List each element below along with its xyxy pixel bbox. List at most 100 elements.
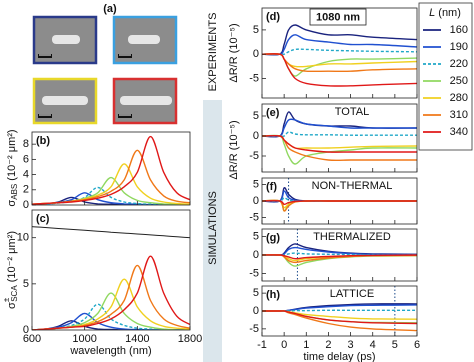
series-line [262, 53, 417, 77]
series-line [32, 226, 190, 239]
plot-area [262, 111, 417, 165]
section-label: EXPERIMENTS [207, 13, 219, 92]
y-tick-label: 0 [253, 195, 259, 207]
y-tick-label: -5 [249, 150, 259, 162]
plot-area [262, 286, 417, 336]
plot-area [262, 178, 417, 224]
y-tick-label: 5 [253, 24, 259, 36]
plot-area [32, 135, 190, 205]
frame [31, 209, 191, 331]
x-tick-label: 0 [281, 339, 287, 351]
frame [31, 131, 191, 206]
legend: L (nm) [418, 2, 473, 151]
x-tick-label: 4 [370, 339, 376, 351]
panel-label: (h) [266, 289, 280, 301]
series-line [262, 48, 417, 56]
y-axis-label: ΔR/R (10⁻⁵) [228, 120, 240, 179]
y-tick-label: 0 [253, 48, 259, 60]
series-line [262, 254, 417, 260]
plot-area [32, 226, 190, 330]
y-tick-label: -5 [249, 72, 259, 84]
y-tick-label: 5 [253, 110, 259, 122]
panel-title: THERMALIZED [313, 231, 391, 243]
y-axis-label-part: ± [2, 297, 11, 302]
y-axis-label-part: SCA [10, 285, 19, 302]
x-tick-label: 1800 [178, 333, 202, 345]
frame [261, 285, 418, 337]
legend-label: 340 [450, 126, 468, 138]
y-axis-label: ΔR/R (10⁻⁵) [228, 23, 240, 82]
y-tick-label: 2 [23, 184, 29, 196]
legend-label: 220 [450, 58, 468, 70]
y-axis-label-part: (10⁻² μm²) [6, 231, 18, 285]
legend-label: 160 [450, 24, 468, 36]
legend-label: 280 [450, 92, 468, 104]
simulation-strip [203, 100, 222, 362]
series-line [262, 131, 417, 138]
legend-title: L (nm) [429, 7, 461, 19]
series-line [262, 53, 417, 87]
series-line [262, 190, 417, 203]
sem-images [32, 15, 178, 125]
x-tick-label: 6 [414, 339, 420, 351]
y-tick-label: 10 [17, 232, 29, 244]
y-tick-label: 5 [23, 278, 29, 290]
series-line [262, 200, 417, 206]
series-line [32, 278, 190, 330]
x-tick-label: 600 [23, 333, 41, 345]
series-line [262, 34, 417, 56]
x-tick-label: -1 [257, 339, 267, 351]
legend-label: 190 [450, 41, 468, 53]
panel-label: (g) [266, 232, 280, 244]
panel-label: (e) [266, 107, 280, 119]
series-line [32, 312, 190, 330]
frame [261, 7, 418, 99]
y-tick-label: 5 [253, 178, 259, 190]
series-line [262, 310, 417, 325]
y-axis-label: σABS (10⁻² μm²) [6, 129, 19, 206]
y-tick-label: 5 [253, 287, 259, 299]
panel-label: (f) [266, 181, 277, 193]
panel-title: LATTICE [330, 288, 374, 300]
series-line [32, 320, 190, 330]
y-tick-label: -5 [249, 323, 259, 335]
frame [261, 228, 418, 282]
y-axis-label-part: σ [6, 200, 18, 207]
series-line [262, 310, 417, 320]
y-tick-label: 0 [253, 249, 259, 261]
y-tick-label: 0 [253, 130, 259, 142]
y-tick-label: 5 [253, 230, 259, 242]
frame [261, 177, 418, 225]
y-tick-label: -5 [249, 267, 259, 279]
y-axis-label-part: ABS [10, 184, 19, 200]
annotation: 1080 nm [316, 11, 360, 23]
annotation-box [309, 8, 367, 26]
x-axis-label: wavelength (nm) [69, 345, 151, 357]
x-tick-label: 1400 [125, 333, 149, 345]
panel-label: (c) [36, 213, 50, 225]
y-axis-label-part: σ [6, 302, 18, 309]
x-tick-label: 2 [325, 339, 331, 351]
series-line [262, 118, 417, 138]
plot-area [262, 24, 417, 87]
y-tick-label: 0 [253, 305, 259, 317]
y-axis-label: σ±SCA (10⁻² μm²) [2, 231, 19, 309]
x-tick-label: 3 [348, 339, 354, 351]
y-axis-label-part: (10⁻² μm²) [6, 129, 18, 183]
x-tick-label: 1 [303, 339, 309, 351]
legend-label: 250 [450, 75, 468, 87]
y-tick-label: 6 [23, 153, 29, 165]
x-axis-label: time delay (ps) [303, 351, 375, 362]
y-tick-label: 4 [23, 168, 29, 180]
series-line [262, 24, 417, 56]
y-tick-label: 0 [23, 324, 29, 336]
legend-label: 310 [450, 109, 468, 121]
panel-label: (a) [103, 3, 117, 15]
y-tick-label: 0 [23, 199, 29, 211]
series-line [32, 135, 190, 205]
panel-label: (b) [36, 135, 50, 147]
section-label: SIMULATIONS [207, 191, 219, 265]
series-line [32, 255, 190, 330]
panel-title: NON-THERMAL [312, 180, 393, 192]
